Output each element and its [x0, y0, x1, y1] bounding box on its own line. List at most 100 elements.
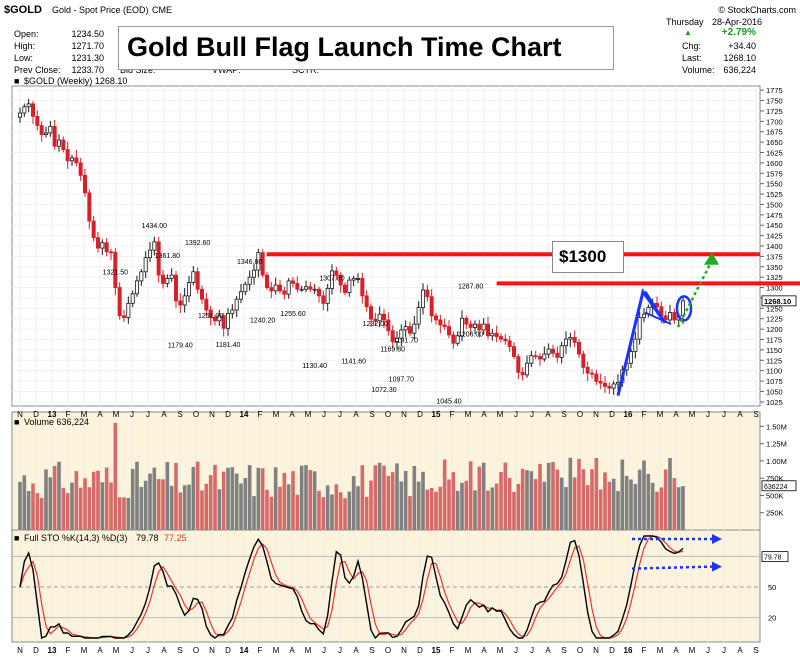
candle-body: [321, 295, 326, 304]
candle-body: [160, 274, 165, 284]
stoch-arrowhead-lower: [712, 561, 722, 572]
volume-bar: [585, 485, 590, 530]
volume-bar: [65, 493, 70, 530]
candle-body: [30, 103, 35, 117]
candle-body: [100, 242, 105, 249]
volume-bar: [96, 470, 100, 530]
month-label-bottom: S: [369, 646, 374, 655]
symbol: $GOLD: [4, 4, 42, 16]
volume-bar: [143, 480, 148, 530]
month-label-top: A: [161, 410, 167, 419]
month-label-bottom: A: [289, 646, 295, 655]
volume-bar: [256, 467, 261, 530]
stoch-panel: [11, 529, 761, 643]
price-tick-label: 1425: [766, 232, 783, 241]
volume-bar: [399, 481, 404, 530]
candle-body: [126, 302, 131, 318]
price-tick-label: 1225: [766, 315, 783, 324]
volume-bar: [577, 458, 581, 530]
volume-bar: [438, 486, 443, 530]
quote-pct-change: +2.79%: [721, 27, 756, 38]
volume-bar: [412, 465, 417, 530]
month-label-top: A: [545, 410, 551, 419]
volume-bar: [642, 460, 646, 530]
candle-body: [44, 132, 49, 136]
candle-body: [169, 274, 174, 279]
volume-bar: [178, 492, 183, 530]
candle-body: [134, 280, 139, 295]
candle-body: [334, 270, 339, 276]
volume-bar: [61, 487, 66, 530]
candle-body: [74, 157, 79, 164]
candle-body: [212, 317, 217, 322]
open-label: Open:: [14, 29, 39, 39]
volume-bar: [395, 463, 399, 530]
month-label-top: N: [17, 410, 23, 419]
candle-body: [173, 274, 178, 302]
volume-bar: [564, 487, 568, 530]
candle-body: [368, 306, 373, 320]
volume-bar: [408, 496, 412, 530]
price-tick-label: 1325: [766, 273, 783, 282]
stoch-k-line: [19, 535, 684, 640]
candle-body: [607, 386, 612, 389]
price-tick-label: 1175: [766, 336, 782, 345]
volume-bar: [516, 483, 521, 530]
candle-body: [165, 278, 170, 284]
candle-body: [603, 382, 608, 387]
month-label-top: F: [258, 410, 263, 419]
stoch-arrow-lower: [631, 565, 713, 570]
candle-body: [260, 252, 265, 276]
month-label-bottom: O: [577, 646, 583, 655]
month-label-bottom: A: [481, 646, 487, 655]
candle-body: [564, 338, 569, 347]
candle-body: [394, 337, 399, 342]
candle-body: [299, 288, 304, 291]
candle-body: [139, 271, 144, 282]
volume-bar: [551, 461, 555, 530]
month-label-bottom: D: [609, 646, 615, 655]
price-tick-label: 1600: [766, 159, 783, 168]
month-label-bottom: J: [146, 646, 150, 655]
month-label-bottom: 13: [48, 646, 57, 655]
volume-bar: [243, 478, 248, 530]
month-label-top: M: [81, 410, 88, 419]
price-annotation: 1346.80: [237, 259, 262, 266]
price-annotation: 1287.80: [458, 284, 483, 291]
month-label-top: A: [673, 410, 679, 419]
candle-body: [529, 355, 534, 364]
month-label-bottom: J: [706, 646, 710, 655]
candle-body: [525, 362, 530, 376]
volume-bar: [616, 491, 620, 530]
price-tick-label: 1100: [766, 367, 782, 376]
stoch-tick-label: 50: [768, 583, 776, 592]
price-legend-icon: ■: [14, 76, 20, 86]
candle-body: [533, 355, 538, 358]
month-label-bottom: M: [305, 646, 312, 655]
flag-lower-line: [644, 311, 672, 326]
candle-body: [325, 287, 330, 304]
month-label-top: S: [177, 410, 182, 419]
volume-bar: [503, 462, 508, 530]
month-label-top: 13: [48, 410, 57, 419]
month-label-top: M: [465, 410, 472, 419]
month-label-top: O: [193, 410, 199, 419]
volume-bar: [195, 461, 200, 530]
volume-bar: [338, 492, 343, 530]
candle-body: [381, 313, 386, 321]
volume-bar: [135, 461, 139, 530]
price-annotation: 1169.80: [380, 347, 405, 354]
candle-body: [65, 149, 70, 162]
candle-body: [468, 323, 473, 328]
candle-body: [96, 237, 101, 249]
volume-bar: [377, 462, 382, 530]
price-tick-label: 1575: [766, 169, 783, 178]
volume-bar: [226, 467, 230, 530]
month-label-bottom: J: [530, 646, 534, 655]
candle-body: [538, 356, 543, 360]
candle-body: [555, 352, 560, 358]
candle-body: [91, 220, 96, 239]
candle-body: [122, 315, 127, 318]
volume-bar: [668, 458, 672, 530]
volume-bar: [130, 468, 135, 530]
